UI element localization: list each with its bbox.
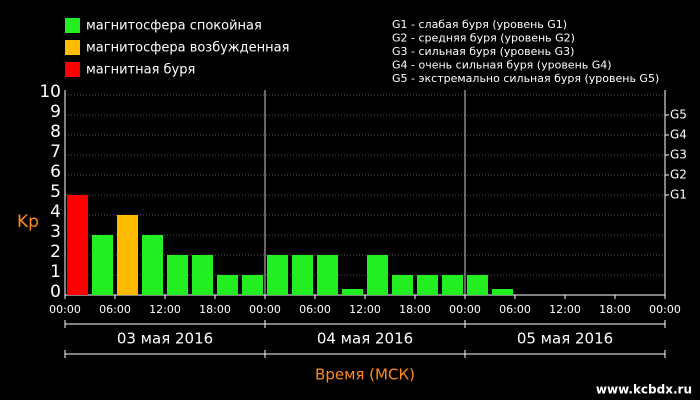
y-tick-label: 9 xyxy=(50,102,61,122)
legend-swatch xyxy=(65,18,80,33)
date-label: 04 мая 2016 xyxy=(317,330,413,348)
bar xyxy=(417,275,438,295)
y2-tick-label: G5 xyxy=(670,108,687,122)
bar xyxy=(142,235,163,295)
bar xyxy=(442,275,463,295)
bar xyxy=(242,275,263,295)
y2-tick-label: G4 xyxy=(670,128,687,142)
y-tick-label: 7 xyxy=(50,142,61,162)
x-tick-label: 06:00 xyxy=(499,303,531,316)
bar xyxy=(92,235,113,295)
y-tick-label: 0 xyxy=(50,282,61,302)
x-tick-label: 00:00 xyxy=(249,303,281,316)
storm-level-note: G3 - сильная буря (уровень G3) xyxy=(392,45,574,58)
watermark: www.kcbdx.ru xyxy=(596,383,692,397)
y-tick-label: 5 xyxy=(50,182,61,202)
date-label: 05 мая 2016 xyxy=(517,330,613,348)
bar xyxy=(392,275,413,295)
bar xyxy=(192,255,213,295)
y-axis-label: Kp xyxy=(17,212,39,232)
legend-label: магнитосфера возбужденная xyxy=(86,41,289,56)
x-tick-label: 18:00 xyxy=(599,303,631,316)
storm-level-note: G4 - очень сильная буря (уровень G4) xyxy=(392,59,612,72)
x-tick-label: 06:00 xyxy=(99,303,131,316)
legend-label: магнитная буря xyxy=(86,63,195,78)
x-tick-label: 00:00 xyxy=(449,303,481,316)
y2-tick-label: G1 xyxy=(670,188,687,202)
bar xyxy=(317,255,338,295)
x-axis-label: Время (МСК) xyxy=(315,366,415,384)
legend-label: магнитосфера спокойная xyxy=(86,19,262,34)
storm-level-note: G5 - экстремально сильная буря (уровень … xyxy=(392,72,659,85)
y-tick-label: 2 xyxy=(50,242,61,262)
x-tick-label: 12:00 xyxy=(549,303,581,316)
x-tick-label: 00:00 xyxy=(49,303,81,316)
y-tick-label: 4 xyxy=(50,202,61,222)
x-tick-label: 06:00 xyxy=(299,303,331,316)
storm-level-note: G2 - средняя буря (уровень G2) xyxy=(392,32,575,45)
bar xyxy=(167,255,188,295)
y2-tick-label: G2 xyxy=(670,168,687,182)
y-tick-label: 1 xyxy=(50,262,61,282)
bar xyxy=(367,255,388,295)
legend-swatch xyxy=(65,62,80,77)
x-tick-label: 18:00 xyxy=(199,303,231,316)
bar xyxy=(217,275,238,295)
y-tick-label: 6 xyxy=(50,162,61,182)
y-tick-label: 8 xyxy=(50,122,61,142)
bar xyxy=(342,289,363,295)
bar xyxy=(67,195,88,295)
storm-level-note: G1 - слабая буря (уровень G1) xyxy=(392,18,567,31)
bar xyxy=(117,215,138,295)
legend-swatch xyxy=(65,40,80,55)
y-tick-label: 3 xyxy=(50,222,61,242)
bar xyxy=(267,255,288,295)
x-tick-label: 00:00 xyxy=(649,303,681,316)
x-tick-label: 12:00 xyxy=(149,303,181,316)
bar xyxy=(292,255,313,295)
y-tick-label: 10 xyxy=(39,82,61,102)
x-tick-label: 18:00 xyxy=(399,303,431,316)
bar xyxy=(492,289,513,295)
x-tick-label: 12:00 xyxy=(349,303,381,316)
date-label: 03 мая 2016 xyxy=(117,330,213,348)
y2-tick-label: G3 xyxy=(670,148,687,162)
bar xyxy=(467,275,488,295)
